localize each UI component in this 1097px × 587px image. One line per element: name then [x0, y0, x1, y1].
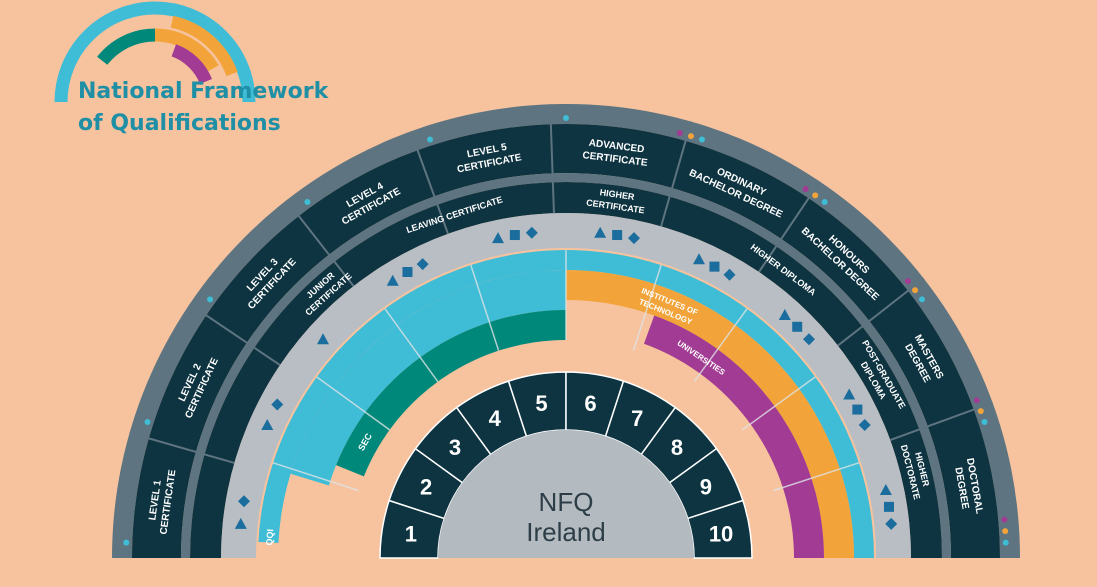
award-dot-icon-2 — [144, 419, 151, 426]
outer-divider-5 — [549, 104, 555, 214]
outer-divider-8 — [837, 277, 925, 347]
award-type-icons — [123, 115, 1009, 546]
logo-arc-orange-outer — [170, 15, 238, 77]
square-icon-10 — [509, 230, 520, 241]
center-label-ireland: Ireland — [526, 517, 606, 547]
band-divider-7 — [693, 308, 748, 383]
square-icon-13 — [612, 230, 623, 241]
award-dot-icon-7 — [698, 136, 705, 143]
level-number-1: 1 — [405, 521, 417, 546]
band-divider-3 — [384, 308, 439, 383]
diamond-icon-14 — [627, 232, 640, 245]
award-dot-icon-19 — [1002, 539, 1009, 546]
triangle-icon-24 — [879, 484, 892, 496]
diamond-icon-20 — [803, 333, 816, 346]
award-dot-icon-12 — [802, 185, 809, 192]
award-dot-icon-15 — [904, 278, 911, 285]
triangle-icon-21 — [843, 388, 856, 400]
outer-divider-4 — [409, 131, 449, 235]
triangle-icon-1 — [234, 517, 247, 529]
logo-arc-purple — [171, 44, 213, 85]
band-divider-9 — [773, 462, 860, 492]
square-icon-19 — [792, 321, 803, 332]
band-divider-6 — [632, 264, 662, 351]
outer-divider-9 — [889, 401, 993, 441]
logo-arc-teal — [97, 28, 156, 65]
iot-band — [566, 270, 854, 558]
outer-divider-3 — [285, 199, 355, 287]
inner-award-higher-cert-line-1: HIGHER — [599, 187, 636, 202]
award-dot-icon-5 — [427, 136, 434, 143]
triangle-icon-15 — [693, 253, 706, 265]
triangle-icon-9 — [492, 232, 505, 244]
page-title-line-1: National Framework — [78, 79, 329, 104]
triangle-icon-6 — [386, 274, 399, 286]
center-disc: NFQ Ireland — [438, 430, 694, 558]
sec-band-outer — [290, 270, 566, 486]
square-icon-22 — [852, 404, 863, 415]
diamond-icon-2 — [237, 495, 250, 508]
logo-mark-icon — [54, 1, 256, 103]
award-dot-icon-6 — [563, 115, 569, 121]
award-dot-icon-3 — [207, 296, 214, 303]
outer-divider-2 — [189, 303, 281, 366]
level-number-10: 10 — [709, 521, 733, 546]
page-title: National Framework of Qualifications — [78, 76, 328, 140]
award-dot-icon-16 — [981, 419, 988, 426]
diamond-icon-4 — [271, 398, 284, 411]
sec-band — [336, 310, 566, 477]
award-dot-icon-4 — [304, 199, 311, 206]
award-dot-icon-18 — [973, 397, 980, 404]
award-dot-icon-10 — [821, 199, 828, 206]
outer-awards-ring — [132, 124, 1000, 558]
triangle-icon-3 — [261, 418, 274, 430]
level-number-4: 4 — [489, 406, 502, 431]
award-dot-icon-21 — [1001, 516, 1008, 523]
outer-divider-6 — [660, 121, 693, 227]
diamond-icon-26 — [885, 517, 898, 530]
logo-arc-orange — [154, 28, 219, 72]
qqi-label: QQI — [264, 529, 275, 546]
level-number-5: 5 — [535, 391, 547, 416]
award-dot-icon-9 — [676, 129, 683, 136]
award-dot-icon-13 — [918, 296, 925, 303]
qqi-label-line-1: QQI — [264, 529, 275, 546]
band-divider-8 — [741, 376, 816, 431]
level-number-2: 2 — [420, 475, 432, 500]
award-dot-icon-14 — [912, 287, 919, 294]
triangle-icon-12 — [594, 226, 607, 238]
band-divider-1 — [272, 462, 359, 492]
universities-band — [643, 315, 824, 558]
award-dot-icon-1 — [123, 539, 130, 546]
diamond-icon-8 — [416, 258, 429, 271]
band-divider-4 — [470, 264, 500, 351]
award-dot-icon-8 — [687, 133, 694, 140]
logo-arc-cyan — [54, 1, 256, 103]
diamond-icon-11 — [525, 226, 538, 239]
award-dot-icon-20 — [1002, 528, 1009, 535]
level-number-7: 7 — [631, 406, 643, 431]
icon-ring — [221, 213, 911, 558]
outer-divider-7 — [758, 181, 821, 273]
level-number-9: 9 — [700, 475, 712, 500]
page-title-line-2: of Qualifications — [78, 111, 281, 136]
center-label-nfq: NFQ — [539, 487, 594, 517]
square-icon-16 — [709, 261, 720, 272]
triangle-icon-5 — [316, 333, 329, 345]
level-number-8: 8 — [671, 435, 683, 460]
award-dot-icon-17 — [977, 408, 984, 415]
award-body-bands — [258, 250, 874, 559]
award-dot-icon-11 — [812, 192, 819, 199]
triangle-icon-18 — [778, 308, 791, 320]
level-number-3: 3 — [449, 435, 461, 460]
square-icon-7 — [402, 266, 413, 277]
diamond-icon-17 — [723, 268, 736, 281]
band-divider-2 — [316, 376, 391, 431]
outer-divider-1 — [129, 431, 235, 464]
level-number-6: 6 — [584, 391, 596, 416]
square-icon-25 — [883, 501, 894, 512]
diamond-icon-23 — [858, 418, 871, 431]
